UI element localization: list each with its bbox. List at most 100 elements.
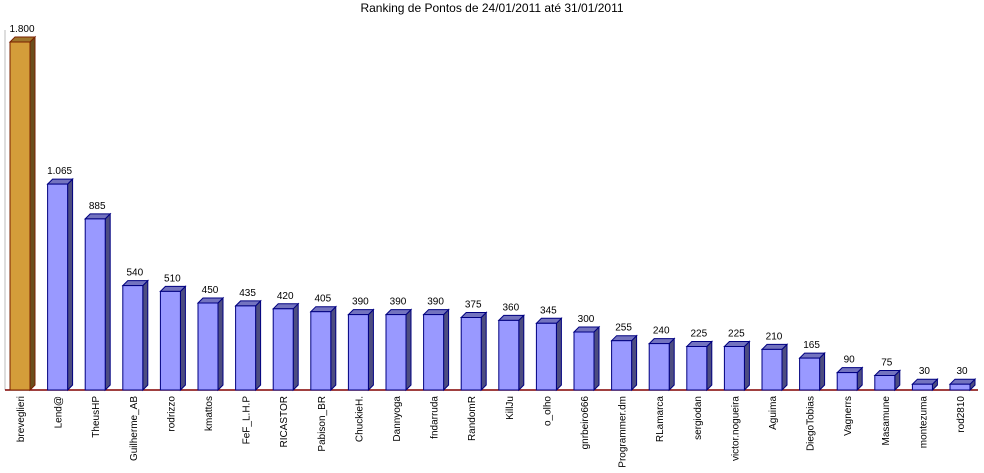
value-label: 435 <box>239 288 256 299</box>
value-label: 225 <box>728 329 745 340</box>
bar-top <box>610 335 638 342</box>
bar-top <box>347 309 375 316</box>
bar-side <box>743 340 750 392</box>
bar <box>723 346 745 391</box>
bar <box>460 317 482 391</box>
x-tick-label: RandomR <box>467 396 478 441</box>
bar <box>385 314 407 391</box>
bar <box>122 285 144 391</box>
x-tick-label: TheusHP <box>91 396 102 438</box>
bar-top <box>121 280 150 287</box>
value-label: 30 <box>956 366 968 377</box>
bar <box>535 322 557 391</box>
bar-side <box>255 299 262 392</box>
x-tick-label: montezuma <box>918 396 929 449</box>
bar-top <box>685 341 714 347</box>
bar <box>347 314 369 391</box>
value-label: 360 <box>502 302 519 313</box>
bar-side <box>631 334 638 392</box>
bar-top <box>572 326 601 333</box>
bar-side <box>29 35 36 392</box>
x-tick-label: fndarruda <box>430 396 441 439</box>
value-label: 225 <box>690 329 707 340</box>
value-label: 390 <box>390 297 407 308</box>
bar <box>310 311 332 391</box>
bar-top <box>948 378 977 385</box>
value-label: 405 <box>314 294 331 305</box>
bar-side <box>367 308 374 392</box>
bar <box>197 302 219 391</box>
bar-side <box>217 296 224 392</box>
bar-top <box>234 300 262 307</box>
bar-side <box>292 302 299 392</box>
bar <box>9 41 31 391</box>
x-tick-label: Aguima <box>768 396 779 430</box>
value-label: 450 <box>202 285 219 296</box>
value-label: 1.065 <box>47 166 72 177</box>
x-tick-label: Programmer.dm <box>618 396 629 468</box>
value-label: 375 <box>465 300 482 311</box>
bar-side <box>179 285 186 392</box>
x-tick-label: Vagnerrs <box>843 396 854 436</box>
x-tick-label: Pabison_BR <box>317 396 328 452</box>
bar-side <box>480 311 487 392</box>
x-tick-label: Masamune <box>881 396 892 446</box>
bar-side <box>668 337 675 392</box>
bar-side <box>706 340 713 392</box>
bar <box>648 343 670 391</box>
bar-top <box>159 285 187 292</box>
bar-top <box>760 343 789 350</box>
x-tick-label: FeF_L.H.P <box>242 396 253 445</box>
value-label: 390 <box>352 297 369 308</box>
bar <box>235 305 257 391</box>
bar-top <box>723 341 751 347</box>
x-tick-label: KillJu <box>505 396 516 420</box>
bar <box>911 383 933 391</box>
bar-side <box>593 325 600 392</box>
bar-top <box>497 314 526 321</box>
value-label: 90 <box>844 355 856 366</box>
bar <box>799 357 821 391</box>
bar <box>761 348 783 391</box>
bar-top <box>384 309 413 316</box>
bar-top <box>835 367 864 374</box>
bar-top <box>46 178 74 185</box>
bar-side <box>555 317 562 392</box>
value-label: 30 <box>919 366 931 377</box>
value-label: 540 <box>126 268 143 279</box>
bar <box>836 372 858 391</box>
bar-side <box>104 212 111 392</box>
bar-top <box>271 303 300 310</box>
value-label: 240 <box>653 326 670 337</box>
bar-side <box>518 314 525 392</box>
value-label: 390 <box>427 297 444 308</box>
bar-side <box>330 305 337 392</box>
x-tick-label: ChuckieH. <box>354 396 365 442</box>
bar-top <box>309 306 338 313</box>
bar <box>611 340 633 391</box>
value-label: 345 <box>540 305 557 316</box>
bar-top <box>798 352 826 359</box>
bar <box>573 331 595 391</box>
bar <box>498 319 520 391</box>
chart-title: Ranking de Pontos de 24/01/2011 até 31/0… <box>360 1 623 15</box>
bar-top <box>873 370 902 376</box>
x-tick-label: Guilherme_AB <box>129 396 140 461</box>
bar-side <box>443 308 450 392</box>
bar <box>949 383 971 391</box>
bar-top <box>535 317 563 324</box>
value-label: 510 <box>164 273 181 284</box>
x-tick-label: DiegoTobias <box>806 396 817 451</box>
value-label: 420 <box>277 291 294 302</box>
value-label: 255 <box>615 323 632 334</box>
x-tick-label: victor.nogueira <box>730 396 741 461</box>
x-tick-label: o_olho <box>542 396 553 426</box>
x-tick-label: Lend@ <box>54 396 65 428</box>
bar-side <box>67 177 74 392</box>
x-tick-label: RICASTOR <box>279 396 290 448</box>
value-label: 210 <box>766 331 783 342</box>
bar <box>874 375 896 391</box>
bar-side <box>819 351 826 392</box>
bar-top <box>83 213 112 220</box>
